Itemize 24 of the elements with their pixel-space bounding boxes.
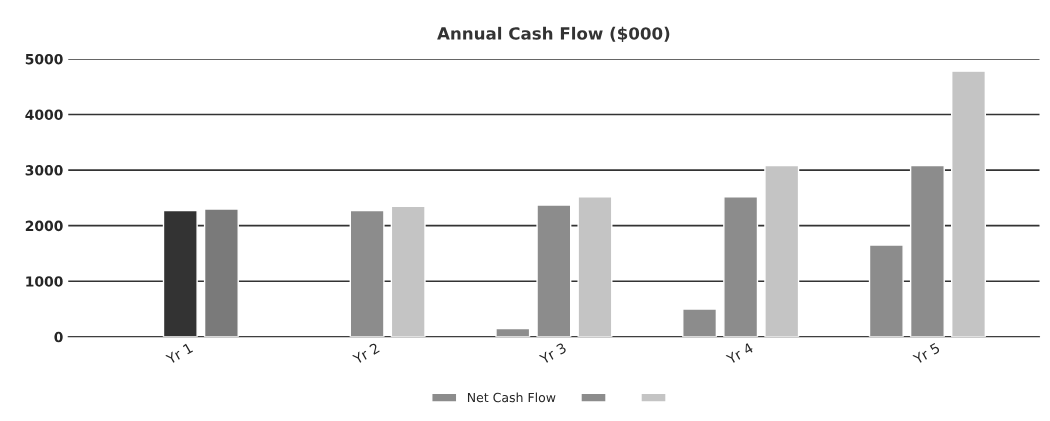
- bar: [349, 209, 385, 337]
- y-tick-label: 0: [54, 331, 63, 343]
- y-tick-label: 1000: [26, 276, 63, 287]
- y-tick-label: 2000: [25, 220, 63, 232]
- x-tick-label: Yr 5: [912, 342, 941, 365]
- x-tick-label: Yr 2: [351, 342, 380, 365]
- bar: [909, 164, 945, 337]
- bar: [203, 208, 239, 337]
- chart-title: Annual Cash Flow ($000): [437, 26, 670, 42]
- legend-label: Net Cash Flow: [467, 392, 556, 403]
- y-tick-label: 5000: [25, 53, 63, 65]
- bar: [723, 196, 759, 337]
- bar: [682, 308, 718, 337]
- bar: [868, 244, 904, 337]
- x-tick-label: Yr 3: [538, 342, 567, 365]
- bar: [764, 164, 800, 337]
- x-tick-label: Yr 4: [725, 342, 754, 365]
- bar: [536, 204, 572, 337]
- bar: [577, 196, 613, 337]
- y-tick-label: 3000: [25, 165, 63, 176]
- bar: [951, 70, 987, 337]
- y-tick-label: 4000: [25, 109, 63, 120]
- x-tick-label: Yr 1: [165, 342, 194, 365]
- bar: [390, 205, 426, 337]
